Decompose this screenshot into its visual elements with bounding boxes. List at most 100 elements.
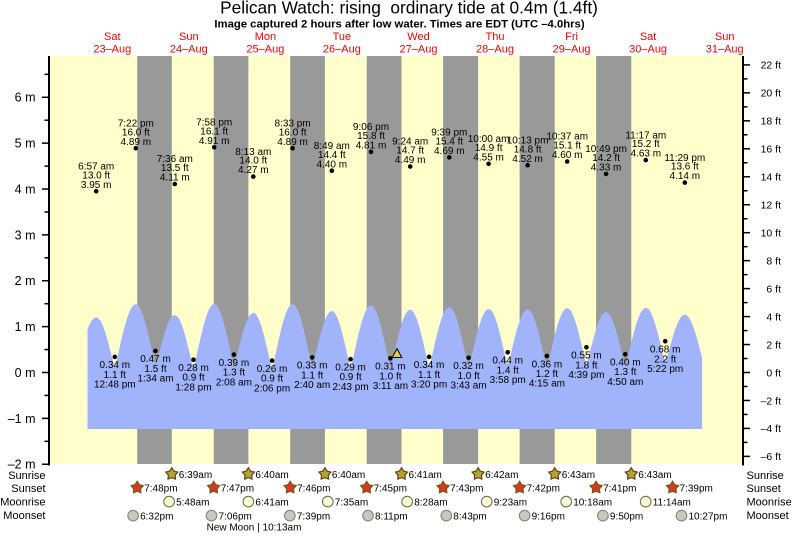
svg-text:0.32 m: 0.32 m xyxy=(453,361,484,372)
svg-text:13.6 ft: 13.6 ft xyxy=(671,162,699,173)
svg-text:29–Aug: 29–Aug xyxy=(553,43,591,55)
svg-text:0.68 m: 0.68 m xyxy=(650,345,681,356)
svg-text:4 m: 4 m xyxy=(15,182,36,196)
svg-text:6:42am: 6:42am xyxy=(485,470,518,481)
svg-text:1.3 ft: 1.3 ft xyxy=(614,367,636,378)
svg-text:6:41am: 6:41am xyxy=(409,470,442,481)
svg-text:16 ft: 16 ft xyxy=(761,144,782,156)
svg-text:4.33 m: 4.33 m xyxy=(591,163,622,174)
svg-text:9:24 am: 9:24 am xyxy=(392,137,428,148)
svg-text:Moonrise: Moonrise xyxy=(747,497,792,509)
svg-text:6:43am: 6:43am xyxy=(638,470,671,481)
svg-text:0.55 m: 0.55 m xyxy=(571,351,602,362)
svg-text:1:34 am: 1:34 am xyxy=(137,374,173,385)
svg-text:–6 ft: –6 ft xyxy=(761,451,782,463)
svg-text:0.31 m: 0.31 m xyxy=(375,362,406,373)
svg-text:–1 m: –1 m xyxy=(8,412,36,426)
svg-text:7:46pm: 7:46pm xyxy=(297,484,330,495)
svg-text:9:23am: 9:23am xyxy=(494,498,527,509)
svg-text:Mon: Mon xyxy=(255,31,276,43)
svg-text:6:40am: 6:40am xyxy=(255,470,288,481)
svg-text:7:58 pm: 7:58 pm xyxy=(196,118,232,129)
svg-text:16.0 ft: 16.0 ft xyxy=(122,127,150,138)
svg-text:1.1 ft: 1.1 ft xyxy=(104,370,126,381)
svg-text:Fri: Fri xyxy=(565,31,578,43)
svg-text:30–Aug: 30–Aug xyxy=(629,43,667,55)
svg-text:0.33 m: 0.33 m xyxy=(297,361,328,372)
svg-text:27–Aug: 27–Aug xyxy=(400,43,438,55)
svg-text:4.40 m: 4.40 m xyxy=(317,159,348,170)
svg-text:7:36 am: 7:36 am xyxy=(157,154,193,165)
svg-text:6:57 am: 6:57 am xyxy=(78,162,114,173)
svg-text:Sunset: Sunset xyxy=(11,483,45,495)
svg-text:5 m: 5 m xyxy=(15,137,36,151)
svg-text:11:17 am: 11:17 am xyxy=(625,130,666,141)
svg-text:11:14am: 11:14am xyxy=(653,498,691,509)
svg-text:0.44 m: 0.44 m xyxy=(492,356,523,367)
svg-text:7:42pm: 7:42pm xyxy=(527,484,560,495)
svg-text:1.4 ft: 1.4 ft xyxy=(497,365,519,376)
svg-text:New Moon | 10:13am: New Moon | 10:13am xyxy=(207,522,302,533)
svg-text:7:39pm: 7:39pm xyxy=(680,484,713,495)
svg-text:15.2 ft: 15.2 ft xyxy=(632,139,660,150)
svg-text:2:43 pm: 2:43 pm xyxy=(333,382,369,393)
svg-text:4.89 m: 4.89 m xyxy=(277,137,308,148)
svg-text:3:20 pm: 3:20 pm xyxy=(411,380,447,391)
svg-text:9:06 pm: 9:06 pm xyxy=(353,122,389,133)
svg-text:0.34 m: 0.34 m xyxy=(100,360,131,371)
svg-text:0.9 ft: 0.9 ft xyxy=(339,372,361,383)
svg-text:0 ft: 0 ft xyxy=(766,367,781,379)
svg-text:10:18am: 10:18am xyxy=(573,498,612,509)
svg-text:8 ft: 8 ft xyxy=(766,256,781,268)
svg-text:26–Aug: 26–Aug xyxy=(323,43,361,55)
svg-text:3:43 am: 3:43 am xyxy=(451,381,487,392)
svg-text:4.81 m: 4.81 m xyxy=(356,141,387,152)
svg-text:1.1 ft: 1.1 ft xyxy=(301,370,323,381)
svg-text:4.69 m: 4.69 m xyxy=(434,146,465,157)
svg-text:8:43pm: 8:43pm xyxy=(453,512,486,523)
svg-text:2:40 am: 2:40 am xyxy=(294,380,330,391)
svg-text:Moonset: Moonset xyxy=(3,510,45,522)
svg-text:0.29 m: 0.29 m xyxy=(335,363,366,374)
svg-text:4.11 m: 4.11 m xyxy=(160,173,190,184)
svg-text:0.36 m: 0.36 m xyxy=(532,359,563,370)
svg-text:4.14 m: 4.14 m xyxy=(670,171,701,182)
svg-text:23–Aug: 23–Aug xyxy=(93,43,131,55)
svg-text:Tue: Tue xyxy=(333,31,352,43)
svg-text:7:22 pm: 7:22 pm xyxy=(118,118,154,129)
svg-text:1:28 pm: 1:28 pm xyxy=(175,382,211,393)
svg-text:13.5 ft: 13.5 ft xyxy=(161,163,189,174)
svg-text:0.9 ft: 0.9 ft xyxy=(182,373,204,384)
svg-text:Sat: Sat xyxy=(104,31,121,43)
svg-text:6:40am: 6:40am xyxy=(332,470,365,481)
svg-text:10:27pm: 10:27pm xyxy=(689,512,728,523)
svg-text:7:45pm: 7:45pm xyxy=(374,484,407,495)
svg-text:12:48 pm: 12:48 pm xyxy=(94,380,136,391)
svg-text:10:13 pm: 10:13 pm xyxy=(507,135,549,146)
svg-text:1.8 ft: 1.8 ft xyxy=(575,360,597,371)
svg-text:14.7 ft: 14.7 ft xyxy=(396,146,424,157)
svg-text:0.47 m: 0.47 m xyxy=(140,354,171,365)
svg-text:9:39 pm: 9:39 pm xyxy=(431,128,467,139)
svg-text:Moonrise: Moonrise xyxy=(0,497,45,509)
svg-text:25–Aug: 25–Aug xyxy=(246,43,284,55)
svg-text:6:41am: 6:41am xyxy=(255,498,288,509)
svg-text:10 ft: 10 ft xyxy=(761,228,782,240)
svg-text:16.1 ft: 16.1 ft xyxy=(200,126,228,137)
svg-text:2 ft: 2 ft xyxy=(766,339,781,351)
svg-text:1.5 ft: 1.5 ft xyxy=(144,364,166,375)
svg-text:8:49 am: 8:49 am xyxy=(314,141,350,152)
svg-text:Image captured 2 hours after l: Image captured 2 hours after low water. … xyxy=(214,19,584,31)
svg-text:0 m: 0 m xyxy=(15,366,36,380)
svg-text:Moonset: Moonset xyxy=(747,510,789,522)
svg-text:7:35am: 7:35am xyxy=(335,498,368,509)
svg-text:7:43pm: 7:43pm xyxy=(450,484,483,495)
svg-text:0.28 m: 0.28 m xyxy=(178,363,209,374)
svg-text:–2 m: –2 m xyxy=(8,458,36,472)
svg-text:0.34 m: 0.34 m xyxy=(414,360,445,371)
svg-text:1 m: 1 m xyxy=(15,320,36,334)
svg-text:14 ft: 14 ft xyxy=(761,172,782,184)
svg-text:1.1 ft: 1.1 ft xyxy=(418,370,440,381)
svg-text:4:39 pm: 4:39 pm xyxy=(568,370,604,381)
svg-text:10:49 pm: 10:49 pm xyxy=(585,144,627,155)
